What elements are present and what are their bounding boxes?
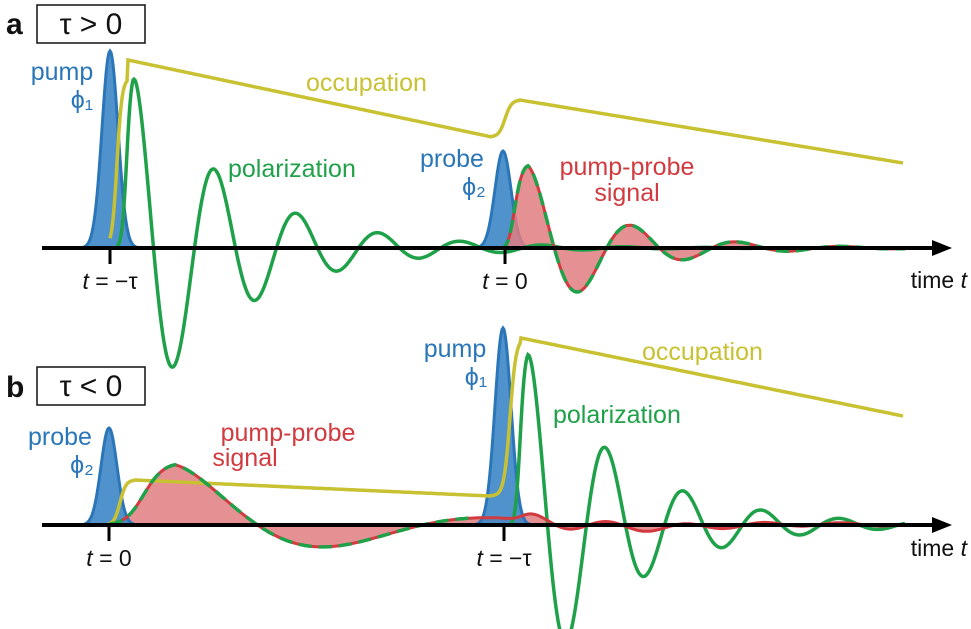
panel-a-signal-fill bbox=[495, 165, 905, 292]
panel-a-probe-phase: ϕ₂ bbox=[462, 173, 486, 201]
panel-b-polarization-curve bbox=[505, 351, 906, 629]
panel-b-letter: b bbox=[6, 371, 24, 404]
panel-a-tick-1-label: t = −τ bbox=[82, 268, 137, 294]
panel-a-probe-label: probe bbox=[420, 145, 484, 173]
panel-a-occupation-curve bbox=[108, 57, 904, 239]
panel-b-pump-label: pump bbox=[424, 335, 487, 363]
panel-b-probe-label: probe bbox=[28, 423, 92, 451]
panel-a: a τ > 0 t = −τ t = 0 time t pump ϕ₁ occu… bbox=[6, 4, 969, 369]
panel-a-pump-label: pump bbox=[31, 58, 94, 86]
panel-a-signal-label-2: signal bbox=[594, 179, 659, 207]
panel-a-letter: a bbox=[6, 8, 23, 41]
panel-b-axis-arrowhead bbox=[932, 517, 952, 533]
panel-a-axis-arrowhead bbox=[932, 240, 952, 256]
panel-b-condition-box bbox=[36, 366, 146, 406]
panel-b-tick-2-label: t = −τ bbox=[476, 545, 531, 571]
panel-a-condition-box bbox=[36, 4, 146, 44]
panel-a-tick-2-label: t = 0 bbox=[482, 268, 527, 294]
panel-a-condition: τ > 0 bbox=[60, 8, 123, 41]
panel-b-condition: τ < 0 bbox=[60, 370, 123, 403]
panel-a-pump-phase: ϕ₁ bbox=[71, 86, 93, 114]
panel-a-pump-pulse bbox=[78, 48, 142, 250]
panel-b-signal-envelope-dashed bbox=[109, 462, 470, 549]
panel-b-pump-phase: ϕ₁ bbox=[465, 363, 487, 391]
panel-a-signal-curve bbox=[495, 163, 906, 294]
panel-b-polarization-label: polarization bbox=[553, 401, 681, 429]
panel-b-tick-1-label: t = 0 bbox=[86, 545, 131, 571]
panel-b-occupation-label: occupation bbox=[642, 338, 763, 366]
panel-b-occupation-curve bbox=[107, 335, 904, 526]
panel-b-probe-pulse bbox=[79, 426, 139, 527]
panel-a-occupation-label: occupation bbox=[306, 69, 427, 97]
panel-a-polarization-label: polarization bbox=[228, 155, 356, 183]
panel-b-axis-label: time t bbox=[911, 535, 969, 561]
panel-b: b τ < 0 t = 0 t = −τ time t pump ϕ₁ occu… bbox=[6, 325, 969, 629]
panel-b-signal-label-1: pump-probe bbox=[221, 419, 356, 447]
panel-a-signal-label-1: pump-probe bbox=[560, 153, 695, 181]
panel-a-signal-envelope-dashed bbox=[499, 163, 906, 294]
panel-a-axis-label: time t bbox=[911, 267, 969, 293]
panel-b-signal-label-2: signal bbox=[212, 444, 277, 472]
panel-b-probe-phase: ϕ₂ bbox=[70, 451, 94, 479]
